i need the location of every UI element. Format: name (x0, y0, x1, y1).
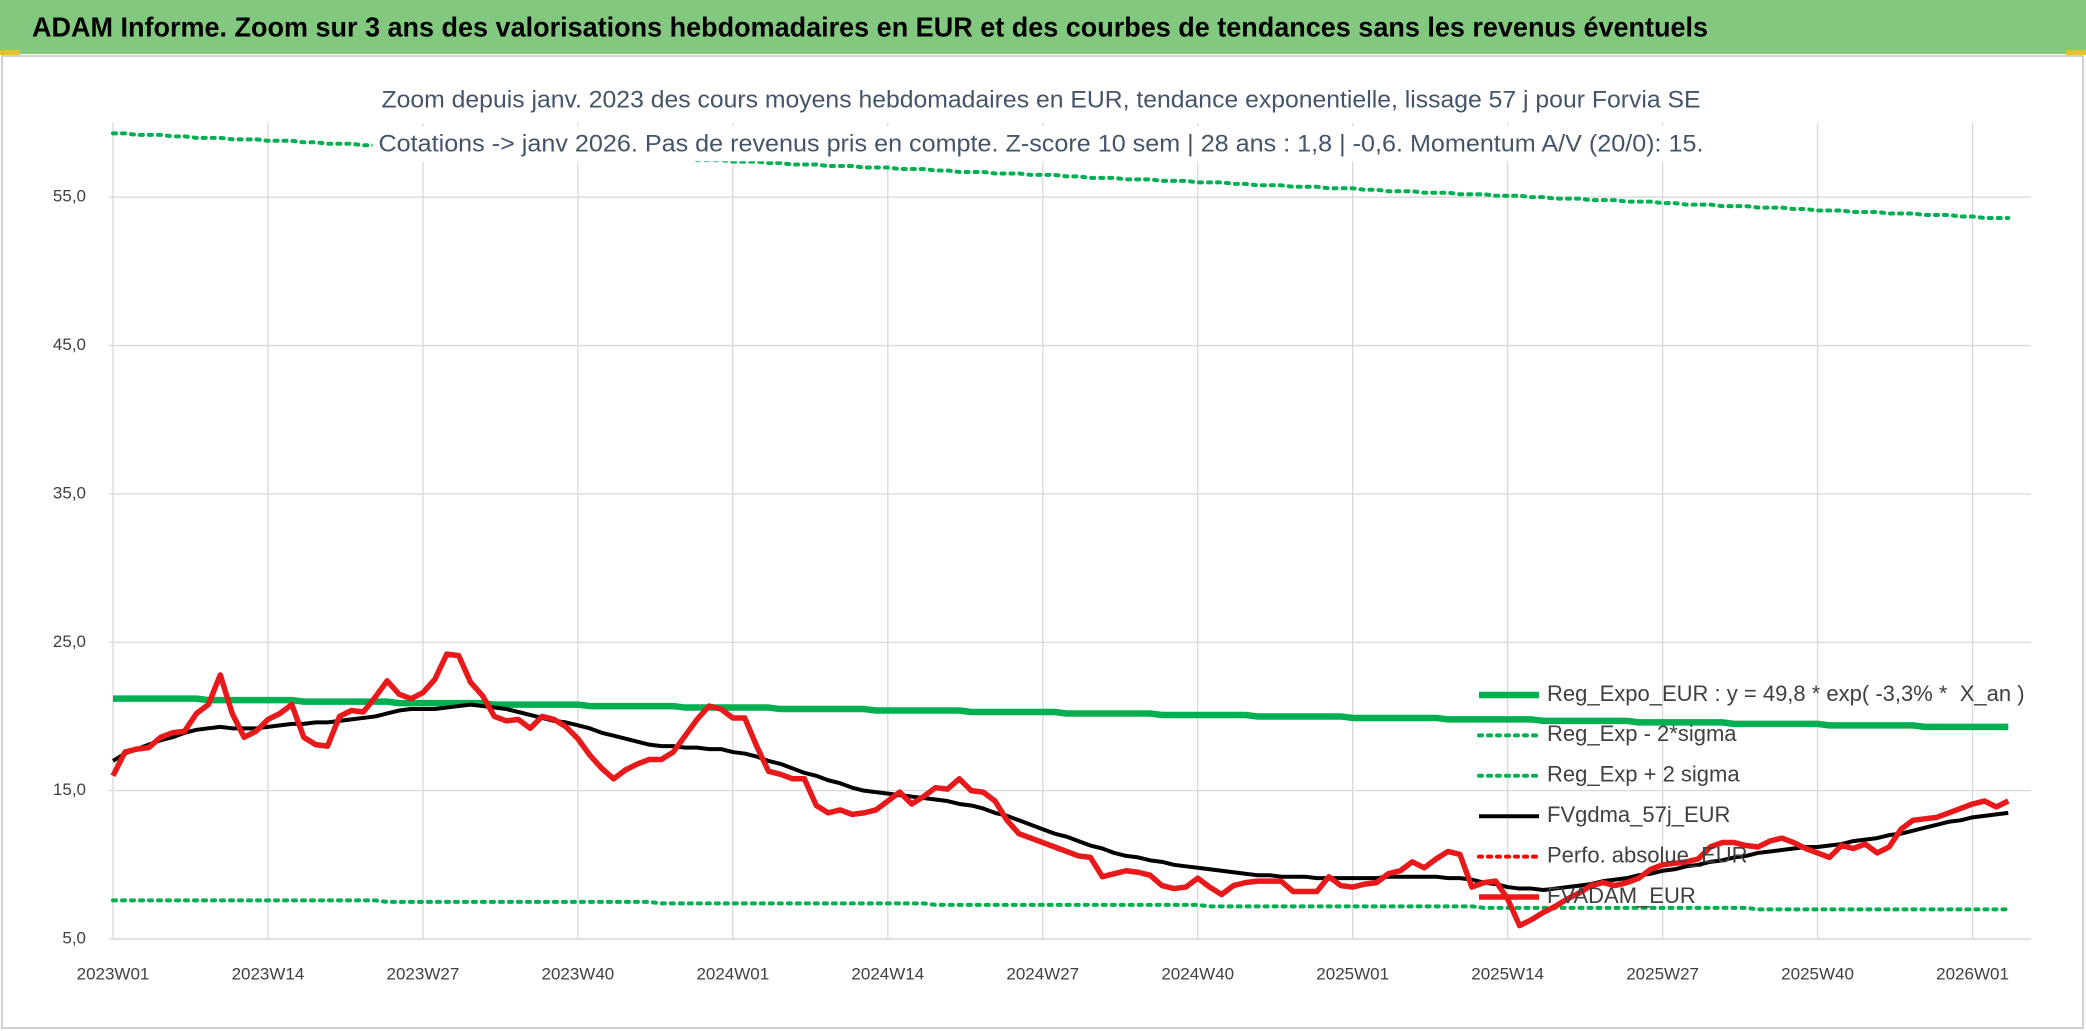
grid: 5,0 15,0 25,0 35,0 45,0 55,0 2023W01 2023W14 202… (53, 123, 2031, 983)
legend-label: Reg_Exp + 2 sigma (1547, 762, 1740, 787)
x-tick-label: 2025W01 (1316, 964, 1389, 983)
x-tick-label: 2024W40 (1161, 964, 1234, 983)
header-bar (0, 0, 2086, 54)
legend-label: Reg_Exp - 2*sigma (1547, 721, 1737, 746)
y-tick-label: 35,0 (53, 483, 86, 502)
y-tick-label: 45,0 (53, 335, 86, 354)
series-line (113, 695, 2009, 731)
series-line (111, 702, 2009, 893)
header-title: ADAM Informe. Zoom sur 3 ans des valoris… (32, 11, 1708, 42)
x-tick-label: 2024W01 (696, 964, 769, 983)
x-tick-label: 2024W27 (1006, 964, 1079, 983)
x-tick-label: 2023W40 (541, 964, 614, 983)
y-tick-label: 15,0 (53, 780, 86, 799)
chart-title: Zoom depuis janv. 2023 des cours moyens … (382, 86, 1701, 113)
titles: Zoom depuis janv. 2023 des cours moyens … (372, 82, 1710, 162)
series-line (110, 651, 2010, 929)
chart-subtitle: Cotations -> janv 2026. Pas de revenus p… (379, 130, 1704, 157)
corner-mark (2066, 50, 2086, 55)
subtitle-background (372, 126, 1710, 162)
x-tick-label: 2025W40 (1781, 964, 1854, 983)
y-tick-label: 55,0 (53, 187, 86, 206)
legend-label: FVgdma_57j_EUR (1547, 802, 1730, 827)
x-tick-label: 2023W27 (387, 964, 460, 983)
series-line (111, 898, 2011, 912)
x-tick-label: 2025W27 (1626, 964, 1699, 983)
title-background (375, 82, 1707, 118)
chart-border (1, 55, 2084, 1029)
y-tick-label: 5,0 (62, 928, 86, 947)
x-tick-label: 2024W14 (851, 964, 924, 983)
x-tick-label: 2023W14 (232, 964, 305, 983)
y-tick-label: 25,0 (53, 632, 86, 651)
legend-label: FVADAM_EUR (1547, 883, 1696, 908)
legend-label: Perfo. absolue_EUR (1547, 842, 1748, 867)
corner-mark (0, 50, 20, 55)
legend: Reg_Expo_EUR : y = 49,8 * exp( -3,3% * X… (1477, 681, 2025, 908)
legend-label: Reg_Expo_EUR : y = 49,8 * exp( -3,3% * X… (1547, 681, 2025, 706)
x-tick-label: 2025W14 (1471, 964, 1544, 983)
x-tick-label: 2023W01 (77, 964, 150, 983)
x-tick-label: 2026W01 (1936, 964, 2009, 983)
